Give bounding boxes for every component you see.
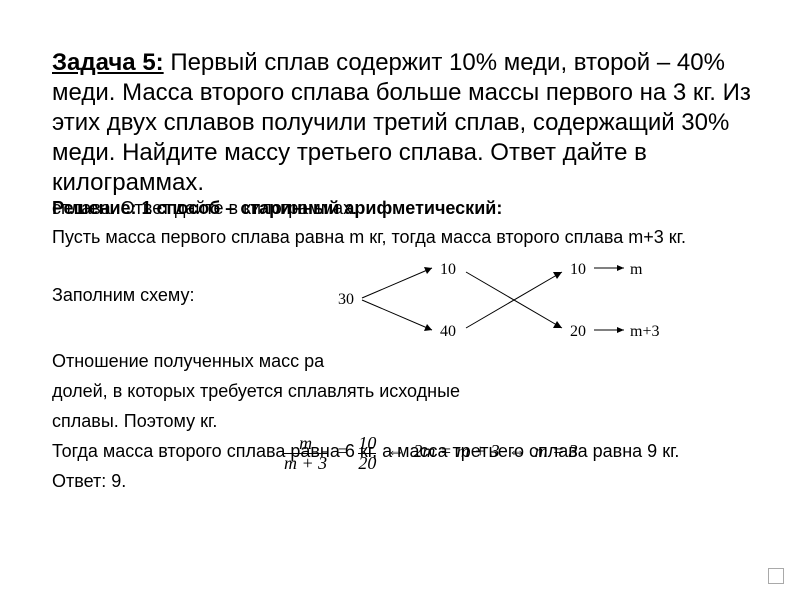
solution-p5: сплавы. Поэтому кг. bbox=[52, 410, 760, 434]
diag-top-left: 10 bbox=[440, 261, 456, 278]
eq-part2: 2m = m + 3 bbox=[413, 441, 499, 461]
solution-answer: Ответ: 9. bbox=[52, 470, 760, 494]
eq-frac1-num: m bbox=[284, 434, 327, 453]
slide-page: Задача 5: Первый сплав содержит 10% меди… bbox=[0, 0, 800, 600]
diag-bottom-left: 40 bbox=[440, 323, 456, 340]
equation-overlay: m m + 3 = 10 20 ⇔ 2m = m + 3 ⇔ m = 3 bbox=[282, 434, 578, 473]
diagram-block: Заполним схему: 30 10 40 10 20 m m+3 bbox=[52, 254, 760, 346]
diag-top-right: 10 bbox=[570, 261, 586, 278]
diag-center: 30 bbox=[338, 291, 354, 308]
overlapping-lines: сплава. Ответ дайте в килограммах. Решен… bbox=[52, 198, 760, 222]
overlap-line-solution-heading: Решение: 1 способ – старинный арифметиче… bbox=[52, 198, 502, 219]
eq-frac1: m m + 3 bbox=[282, 434, 329, 473]
eq-iff1: ⇔ bbox=[383, 441, 409, 461]
solution-p4: долей, в которых требуется сплавлять исх… bbox=[52, 380, 760, 404]
eq-frac2: 10 20 bbox=[356, 434, 378, 473]
eq-part3: m = 3 bbox=[535, 441, 578, 461]
eq-frac1-den: m + 3 bbox=[284, 453, 327, 473]
eq-frac2-num: 10 bbox=[358, 434, 376, 453]
solution-p1: Пусть масса первого сплава равна m кг, т… bbox=[52, 226, 760, 250]
diagram-caption: Заполним схему: bbox=[52, 284, 195, 308]
diag-m-bottom: m+3 bbox=[630, 323, 659, 340]
mixing-diagram: 30 10 40 10 20 m m+3 bbox=[332, 254, 732, 344]
solution-p3: Отношение полученных масс ра bbox=[52, 350, 760, 374]
problem-label: Задача 5: bbox=[52, 49, 164, 76]
resize-handle-icon bbox=[768, 568, 784, 584]
problem-statement: Задача 5: Первый сплав содержит 10% меди… bbox=[52, 48, 760, 198]
equation: m m + 3 = 10 20 ⇔ 2m = m + 3 ⇔ m = 3 bbox=[282, 441, 578, 461]
diag-bottom-right: 20 bbox=[570, 323, 586, 340]
diag-m-top: m bbox=[630, 261, 643, 278]
eq-frac2-den: 20 bbox=[358, 453, 376, 473]
solution-body: Пусть масса первого сплава равна m кг, т… bbox=[52, 226, 760, 494]
eq-iff2: ⇔ bbox=[504, 441, 530, 461]
